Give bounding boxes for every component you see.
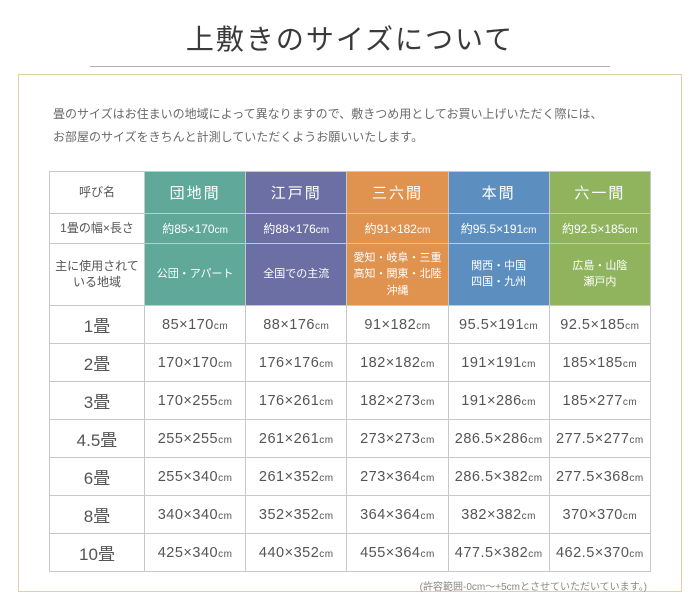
size-cell-6-1: 440×352cm: [246, 534, 347, 572]
size-cell-5-0: 340×340cm: [145, 496, 246, 534]
col-approx-0: 約85×170cm: [145, 213, 246, 243]
size-cell-6-0: 425×340cm: [145, 534, 246, 572]
col-header-1: 江戸間: [246, 171, 347, 213]
size-cell-3-2: 273×273cm: [347, 420, 448, 458]
size-cell-6-4: 462.5×370cm: [549, 534, 650, 572]
page-title: 上敷きのサイズについて: [0, 0, 700, 66]
size-cell-1-0: 170×170cm: [145, 344, 246, 382]
title-underline: [90, 66, 610, 67]
size-cell-4-1: 261×352cm: [246, 458, 347, 496]
size-cell-3-3: 286.5×286cm: [448, 420, 549, 458]
size-cell-4-4: 277.5×368cm: [549, 458, 650, 496]
tatami-label-6: 10畳: [50, 534, 145, 572]
intro-line-1: 畳のサイズはお住まいの地域によって異なりますので、敷きつめ用としてお買い上げいた…: [53, 107, 602, 121]
size-cell-5-2: 364×364cm: [347, 496, 448, 534]
col-region-0: 公団・アパート: [145, 243, 246, 306]
size-cell-3-0: 255×255cm: [145, 420, 246, 458]
size-cell-0-2: 91×182cm: [347, 306, 448, 344]
intro-text: 畳のサイズはお住まいの地域によって異なりますので、敷きつめ用としてお買い上げいた…: [49, 103, 651, 149]
tatami-label-0: 1畳: [50, 306, 145, 344]
row-header-region: 主に使用されている地域: [50, 243, 145, 306]
size-cell-0-4: 92.5×185cm: [549, 306, 650, 344]
size-cell-1-1: 176×176cm: [246, 344, 347, 382]
tatami-label-4: 6畳: [50, 458, 145, 496]
col-region-1: 全国での主流: [246, 243, 347, 306]
size-cell-0-1: 88×176cm: [246, 306, 347, 344]
size-table: 呼び名団地間江戸間三六間本間六一間 1畳の幅×長さ約85×170cm約88×176…: [49, 171, 651, 573]
tatami-label-1: 2畳: [50, 344, 145, 382]
size-cell-5-3: 382×382cm: [448, 496, 549, 534]
row-header-name: 呼び名: [50, 171, 145, 213]
col-region-2: 愛知・岐阜・三重高知・関東・北陸沖縄: [347, 243, 448, 306]
col-header-2: 三六間: [347, 171, 448, 213]
col-approx-1: 約88×176cm: [246, 213, 347, 243]
size-cell-3-1: 261×261cm: [246, 420, 347, 458]
size-cell-2-3: 191×286cm: [448, 382, 549, 420]
size-cell-6-3: 477.5×382cm: [448, 534, 549, 572]
col-header-3: 本間: [448, 171, 549, 213]
size-cell-0-0: 85×170cm: [145, 306, 246, 344]
size-cell-1-4: 185×185cm: [549, 344, 650, 382]
size-cell-2-0: 170×255cm: [145, 382, 246, 420]
size-cell-2-2: 182×273cm: [347, 382, 448, 420]
footnote: (許容範囲-0cm～+5cmとさせていただいています。): [49, 572, 651, 593]
col-header-0: 団地間: [145, 171, 246, 213]
size-cell-6-2: 455×364cm: [347, 534, 448, 572]
size-cell-4-3: 286.5×382cm: [448, 458, 549, 496]
size-cell-5-1: 352×352cm: [246, 496, 347, 534]
size-cell-3-4: 277.5×277cm: [549, 420, 650, 458]
size-cell-2-4: 185×277cm: [549, 382, 650, 420]
size-cell-2-1: 176×261cm: [246, 382, 347, 420]
tatami-label-5: 8畳: [50, 496, 145, 534]
intro-line-2: お部屋のサイズをきちんと計測していただくようお願いいたします。: [53, 130, 423, 144]
tatami-label-2: 3畳: [50, 382, 145, 420]
tatami-label-3: 4.5畳: [50, 420, 145, 458]
size-cell-4-2: 273×364cm: [347, 458, 448, 496]
size-cell-1-2: 182×182cm: [347, 344, 448, 382]
col-approx-3: 約95.5×191cm: [448, 213, 549, 243]
col-approx-2: 約91×182cm: [347, 213, 448, 243]
col-region-3: 関西・中国四国・九州: [448, 243, 549, 306]
content-frame: 畳のサイズはお住まいの地域によって異なりますので、敷きつめ用としてお買い上げいた…: [18, 74, 682, 592]
row-header-unit: 1畳の幅×長さ: [50, 213, 145, 243]
col-approx-4: 約92.5×185cm: [549, 213, 650, 243]
size-cell-1-3: 191×191cm: [448, 344, 549, 382]
col-header-4: 六一間: [549, 171, 650, 213]
size-cell-5-4: 370×370cm: [549, 496, 650, 534]
col-region-4: 広島・山陰瀬戸内: [549, 243, 650, 306]
size-cell-4-0: 255×340cm: [145, 458, 246, 496]
size-cell-0-3: 95.5×191cm: [448, 306, 549, 344]
